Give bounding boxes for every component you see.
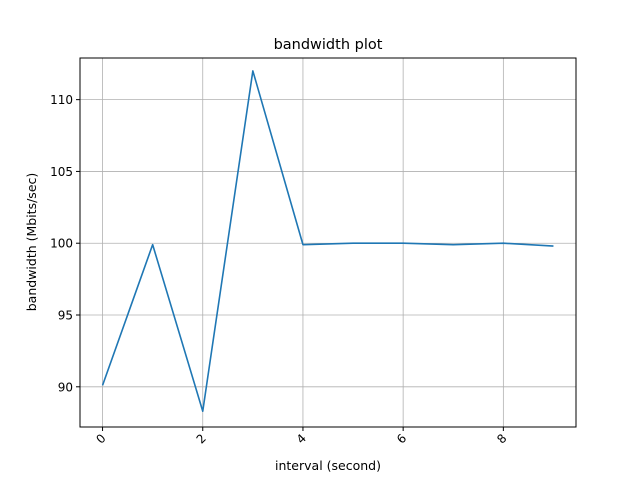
chart-title: bandwidth plot	[274, 37, 383, 53]
y-axis-label: bandwidth (Mbits/sec)	[24, 173, 39, 312]
y-tick-label: 100	[50, 237, 73, 251]
y-tick-label: 95	[58, 309, 73, 323]
y-tick-label: 90	[58, 380, 73, 394]
y-tick-label: 110	[50, 93, 73, 107]
y-tick-label: 105	[50, 165, 73, 179]
x-axis-label: interval (second)	[275, 458, 381, 473]
